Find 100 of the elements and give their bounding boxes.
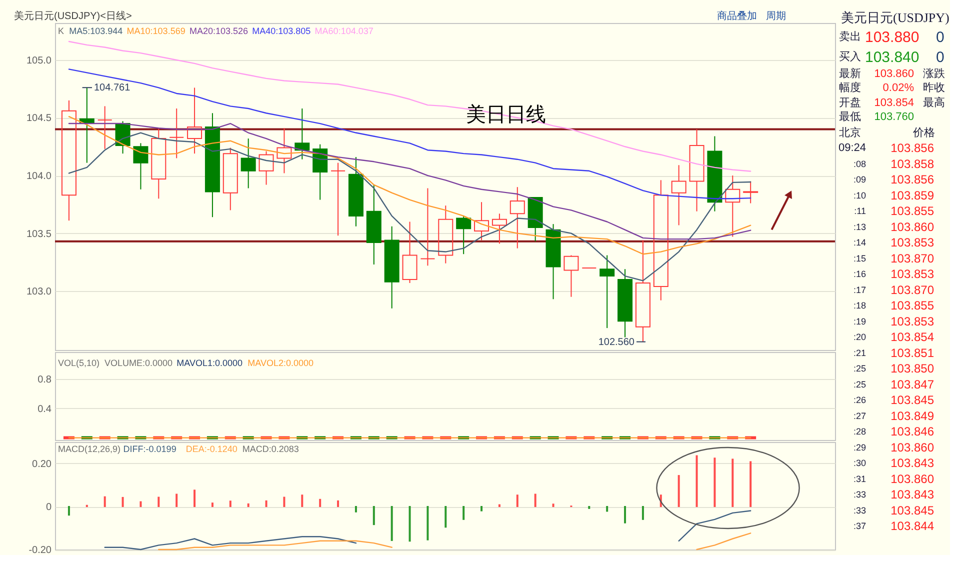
text: 103.845 xyxy=(890,503,934,518)
text: 买入 xyxy=(839,50,861,63)
annotation: 104.761 xyxy=(94,82,131,94)
annotation: MACD:0.2083 xyxy=(242,444,299,454)
text: 北京 xyxy=(839,126,861,139)
annotation: 102.560 xyxy=(598,336,635,348)
text: VOL(5,10) xyxy=(58,358,100,368)
text: :27 xyxy=(853,410,866,421)
text: :16 xyxy=(853,269,866,279)
text: :25 xyxy=(853,379,866,390)
text: 103.856 xyxy=(890,141,934,155)
text: 0 xyxy=(936,49,944,66)
text: 幅度 xyxy=(839,81,861,94)
y-tick-label: 0.20 xyxy=(32,459,52,470)
text: 103.854 xyxy=(890,330,934,344)
text: :30 xyxy=(853,458,866,468)
y-tick-label: 103.0 xyxy=(26,286,52,298)
text: 103.840 xyxy=(865,49,920,66)
annotation: K xyxy=(58,26,64,36)
text: MA20:103.526 xyxy=(189,26,248,36)
text: 最低 xyxy=(839,111,861,123)
text: 103.853 xyxy=(890,314,934,328)
text: 103.858 xyxy=(890,156,934,171)
text: 103.860 xyxy=(890,220,934,234)
text: 103.855 xyxy=(890,298,934,312)
text: 103.860 xyxy=(874,68,914,80)
text: 103.760 xyxy=(874,111,914,123)
text: 103.870 xyxy=(890,251,934,266)
text: 开盘 xyxy=(839,97,861,109)
text: 103.850 xyxy=(890,362,934,376)
text: :33 xyxy=(853,490,866,500)
text: 美元日元(USDJPY) xyxy=(841,10,950,25)
text: :21 xyxy=(853,348,866,358)
text: 0.02% xyxy=(882,82,914,94)
text: 涨跌 xyxy=(923,68,945,80)
text: 103.870 xyxy=(890,282,934,297)
text: :10 xyxy=(853,190,866,200)
text: :15 xyxy=(853,253,866,264)
text: DEA:-0.1240 xyxy=(186,444,238,454)
text: 103.853 xyxy=(890,267,934,281)
y-tick-label: 0.4 xyxy=(38,404,52,415)
text: :20 xyxy=(853,332,866,342)
text: 103.860 xyxy=(890,472,934,486)
y-tick-label: -0.20 xyxy=(28,545,52,556)
text: 103.853 xyxy=(890,236,934,250)
text: 103.844 xyxy=(890,519,934,533)
text: MA5:103.944 xyxy=(69,26,123,36)
text: 周期 xyxy=(766,10,786,22)
text: :29 xyxy=(853,442,866,452)
chart-title: MACD(12,26,9) xyxy=(58,444,121,454)
text: :11 xyxy=(854,206,866,216)
text: :08 xyxy=(853,158,866,169)
text: :25 xyxy=(853,364,866,374)
chart-title: 美元日元(USDJPY)<日线> xyxy=(14,10,132,22)
text: 商品叠加 xyxy=(717,10,757,22)
text: 103.854 xyxy=(874,97,914,109)
y-tick-label: 105.0 xyxy=(26,55,52,66)
text: 103.846 xyxy=(890,424,934,438)
y-tick-label: 103.5 xyxy=(26,228,52,240)
text: MA60:104.037 xyxy=(314,26,374,36)
text: 最新 xyxy=(839,67,861,80)
legend-label: MAVOL1:0.0000 xyxy=(176,358,242,368)
annotation: VOLUME:0.0000 xyxy=(104,358,173,368)
text: :33 xyxy=(853,505,866,516)
y-tick-label: 0.8 xyxy=(38,374,52,386)
text: 103.856 xyxy=(890,172,934,186)
text: 0 xyxy=(936,29,944,46)
y-tick-label: 104.0 xyxy=(26,171,52,182)
text: 09:24 xyxy=(838,142,866,154)
text: 103.843 xyxy=(890,488,934,502)
text: 卖出 xyxy=(839,30,861,43)
text: DIFF:-0.0199 xyxy=(123,444,176,454)
text: :19 xyxy=(853,316,866,326)
text: 103.847 xyxy=(890,377,934,392)
text: :14 xyxy=(853,238,866,248)
text: 103.845 xyxy=(890,393,934,407)
text: MA40:103.805 xyxy=(252,26,311,36)
y-tick-label: 0 xyxy=(46,502,52,513)
text: :09 xyxy=(853,174,866,184)
text: 价格 xyxy=(912,127,935,139)
text: 103.851 xyxy=(890,346,934,360)
text: 最高 xyxy=(923,96,945,109)
text: 103.843 xyxy=(890,456,934,470)
text: :28 xyxy=(853,426,866,436)
annotation: 美日日线 xyxy=(466,103,546,126)
text: :18 xyxy=(853,300,866,310)
text: MAVOL2:0.0000 xyxy=(248,358,314,368)
text: :37 xyxy=(853,521,866,531)
text: 103.860 xyxy=(890,440,934,454)
text: :13 xyxy=(853,222,866,232)
text: 103.859 xyxy=(890,188,934,202)
text: :31 xyxy=(853,474,866,484)
y-tick-label: 104.5 xyxy=(26,113,52,124)
text: 103.855 xyxy=(890,204,934,218)
text: 103.849 xyxy=(890,408,934,423)
text: :17 xyxy=(853,284,866,295)
text: :26 xyxy=(853,395,866,405)
text: MA10:103.569 xyxy=(126,26,186,36)
text: 昨收 xyxy=(923,82,945,94)
text: 103.880 xyxy=(865,29,920,46)
